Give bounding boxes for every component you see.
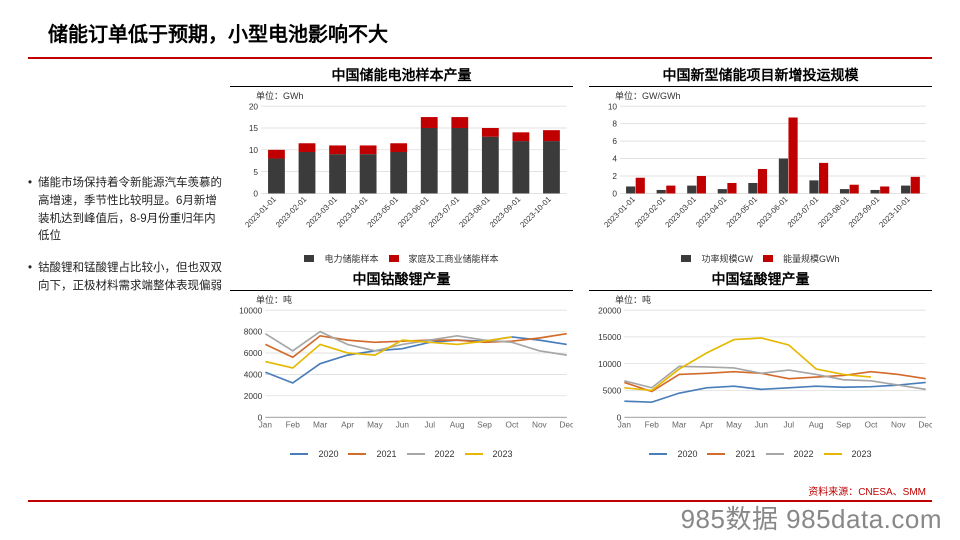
svg-text:Jan: Jan (259, 420, 273, 430)
left-column: • 储能市场保持着令新能源汽车羡慕的高增速，季节性比较明显。6月新增装机达到峰值… (20, 65, 230, 459)
svg-text:Apr: Apr (700, 420, 713, 430)
svg-text:Dec: Dec (918, 420, 932, 430)
svg-text:0: 0 (612, 189, 617, 199)
svg-text:Dec: Dec (559, 420, 573, 430)
svg-text:6000: 6000 (244, 348, 263, 358)
svg-text:Nov: Nov (891, 420, 907, 430)
svg-text:Aug: Aug (450, 420, 465, 430)
svg-text:2023-09-01: 2023-09-01 (847, 195, 882, 230)
bullet-2: • 钴酸锂和锰酸锂占比较小，但也双双向下，正极材料需求端整体表现偏弱 (28, 260, 224, 296)
svg-text:5000: 5000 (603, 386, 622, 396)
svg-text:2023-10-01: 2023-10-01 (518, 195, 553, 230)
svg-text:2023-08-01: 2023-08-01 (457, 195, 492, 230)
svg-text:5: 5 (253, 167, 258, 177)
plot-area: 0200040006000800010000JanFebMarAprMayJun… (230, 306, 573, 447)
svg-text:0: 0 (253, 189, 258, 199)
slide: 储能订单低于预期，小型电池影响不大 • 储能市场保持着令新能源汽车羡慕的高增速，… (0, 0, 960, 540)
chart-legend: 电力储能样本家庭及工商业储能样本 (230, 250, 573, 265)
svg-text:2023-06-01: 2023-06-01 (396, 195, 431, 230)
svg-text:2023-04-01: 2023-04-01 (335, 195, 370, 230)
svg-text:Jun: Jun (755, 420, 769, 430)
svg-text:Apr: Apr (341, 420, 354, 430)
svg-text:2023-10-01: 2023-10-01 (877, 195, 912, 230)
chart-unit: 单位：GWh (230, 89, 573, 102)
svg-text:2023-01-01: 2023-01-01 (602, 195, 637, 230)
chart-title: 中国锰酸锂产量 (589, 269, 932, 291)
svg-text:Feb: Feb (645, 420, 660, 430)
svg-text:May: May (726, 420, 743, 430)
svg-text:2023-03-01: 2023-03-01 (304, 195, 339, 230)
svg-text:2023-02-01: 2023-02-01 (633, 195, 668, 230)
svg-text:2023-08-01: 2023-08-01 (816, 195, 851, 230)
body: • 储能市场保持着令新能源汽车羡慕的高增速，季节性比较明显。6月新增装机达到峰值… (0, 59, 960, 459)
svg-text:Sep: Sep (477, 420, 492, 430)
svg-text:20: 20 (249, 102, 259, 111)
watermark: 985数据 985data.com (681, 499, 942, 536)
svg-text:Aug: Aug (809, 420, 824, 430)
page-title: 储能订单低于预期，小型电池影响不大 (48, 18, 960, 47)
svg-text:Nov: Nov (532, 420, 548, 430)
chart-legend: 功率规模GW能量规模GWh (589, 250, 932, 265)
svg-text:Mar: Mar (672, 420, 687, 430)
bullet-text: 钴酸锂和锰酸锂占比较小，但也双双向下，正极材料需求端整体表现偏弱 (38, 260, 224, 296)
chart-2: 中国新型储能项目新增投运规模 单位：GW/GWh 0 2 4 6 8 10 2023-01-… (589, 65, 932, 265)
svg-text:2023-04-01: 2023-04-01 (694, 195, 729, 230)
svg-text:2023-01-01: 2023-01-01 (243, 195, 278, 230)
chart-title: 中国储能电池样本产量 (230, 65, 573, 87)
chart-1: 中国储能电池样本产量 单位：GWh 051015202023-01-012023… (230, 65, 573, 265)
svg-text:10000: 10000 (239, 306, 262, 315)
source-label: 资料来源：CNESA、SMM (808, 483, 926, 498)
svg-text:Oct: Oct (864, 420, 878, 430)
chart-grid: 中国储能电池样本产量 单位：GWh 051015202023-01-012023… (230, 65, 932, 459)
svg-text:2023-07-01: 2023-07-01 (427, 195, 462, 230)
svg-text:4000: 4000 (244, 370, 263, 380)
chart-title: 中国新型储能项目新增投运规模 (589, 65, 932, 87)
bullet-1: • 储能市场保持着令新能源汽车羡慕的高增速，季节性比较明显。6月新增装机达到峰值… (28, 175, 224, 246)
plot-area: 051015202023-01-012023-02-012023-03-0120… (230, 102, 573, 250)
bullet-dot: • (28, 175, 38, 246)
chart-unit: 单位：GW/GWh (589, 89, 932, 102)
chart-4: 中国锰酸锂产量 单位：吨 05000100001500020000JanFebM… (589, 269, 932, 459)
svg-text:8000: 8000 (244, 327, 263, 337)
bullet-text: 储能市场保持着令新能源汽车羡慕的高增速，季节性比较明显。6月新增装机达到峰值后，… (38, 175, 224, 246)
svg-text:4: 4 (612, 154, 617, 164)
chart-title: 中国钴酸锂产量 (230, 269, 573, 291)
svg-text:2: 2 (612, 171, 617, 181)
svg-text:10: 10 (249, 145, 259, 155)
svg-text:Jul: Jul (783, 420, 794, 430)
svg-text:15000: 15000 (598, 332, 621, 342)
svg-text:2023-05-01: 2023-05-01 (725, 195, 760, 230)
chart-unit: 单位：吨 (589, 293, 932, 306)
svg-text:2023-02-01: 2023-02-01 (274, 195, 309, 230)
svg-text:2023-05-01: 2023-05-01 (366, 195, 401, 230)
svg-text:2023-06-01: 2023-06-01 (755, 195, 790, 230)
chart-legend: 2020202120222023 (589, 447, 932, 459)
plot-area: 05000100001500020000JanFebMarAprMayJunJu… (589, 306, 932, 447)
svg-text:6: 6 (612, 136, 617, 146)
chart-3: 中国钴酸锂产量 单位：吨 0200040006000800010000JanFe… (230, 269, 573, 459)
svg-text:May: May (367, 420, 384, 430)
svg-text:Jul: Jul (424, 420, 435, 430)
chart-unit: 单位：吨 (230, 293, 573, 306)
svg-text:Oct: Oct (505, 420, 519, 430)
svg-text:2023-03-01: 2023-03-01 (663, 195, 698, 230)
svg-text:Sep: Sep (836, 420, 851, 430)
svg-text:2000: 2000 (244, 391, 263, 401)
svg-text:Jun: Jun (396, 420, 410, 430)
svg-text:Mar: Mar (313, 420, 328, 430)
svg-text:20000: 20000 (598, 306, 621, 315)
svg-text:Jan: Jan (618, 420, 632, 430)
svg-text:10000: 10000 (598, 359, 621, 369)
chart-legend: 2020202120222023 (230, 447, 573, 459)
svg-text:10: 10 (608, 102, 618, 111)
plot-area: 02468102023-01-012023-02-012023-03-01202… (589, 102, 932, 250)
svg-text:2023-09-01: 2023-09-01 (488, 195, 523, 230)
svg-text:2023-07-01: 2023-07-01 (786, 195, 821, 230)
bullet-dot: • (28, 260, 38, 296)
svg-text:8: 8 (612, 119, 617, 129)
title-bar: 储能订单低于预期，小型电池影响不大 (0, 0, 960, 53)
svg-text:15: 15 (249, 123, 259, 133)
svg-text:Feb: Feb (286, 420, 301, 430)
